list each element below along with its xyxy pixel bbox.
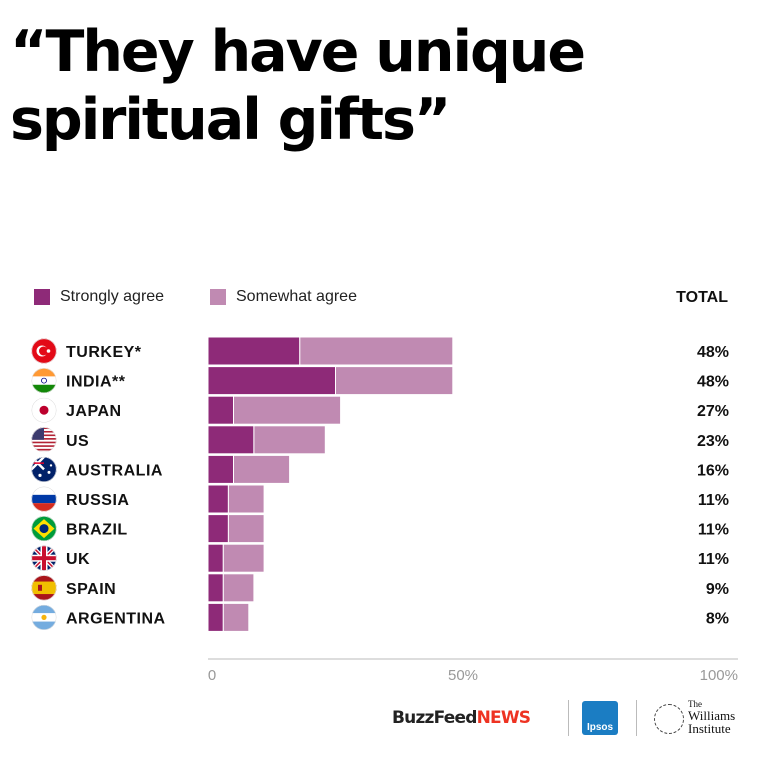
australia-flag-icon [31,456,57,482]
bar-somewhat-agree [227,514,265,544]
legend-label-strongly-agree: Strongly agree [60,288,165,305]
williams-logo-line-2: Williams [688,708,736,723]
bar-somewhat-agree [253,425,326,455]
argentina-flag-icon [31,604,57,630]
bar-somewhat-agree [233,454,291,484]
legend-swatch-somewhat-agree [210,289,226,305]
bar-somewhat-agree [227,484,265,514]
williams-logo-line-3: Institute [688,721,731,736]
uk-flag-icon [31,545,57,571]
bar-strongly-agree [207,336,301,366]
total-value: 9% [706,581,729,598]
bar-somewhat-agree [299,336,454,366]
williams-institute-logo: The Williams Institute [654,700,742,738]
bar-somewhat-agree [222,602,250,632]
total-value: 48% [697,344,729,361]
bar-strongly-agree [207,425,255,455]
bar-strongly-agree [207,454,234,484]
williams-seal-icon [654,704,684,734]
bar-strongly-agree [207,602,224,632]
total-value: 11% [698,551,729,568]
buzzfeed-news-logo: BuzzFeedNEWS [392,708,531,728]
bar-strongly-agree [207,514,229,544]
total-column-header: TOTAL [676,289,728,306]
ipsos-logo-text: Ipsos [586,722,614,733]
spain-flag-icon [31,575,57,601]
ipsos-logo: Ipsos [582,701,618,735]
bar-somewhat-agree [222,573,255,603]
japan-flag-icon [31,397,57,423]
bar-somewhat-agree [335,366,454,396]
bar-strongly-agree [207,395,234,425]
logo-divider [568,700,569,736]
buzzfeed-logo-text: BuzzFeed [392,708,477,728]
category-label: SPAIN [66,581,116,598]
buzzfeed-news-logo-text: NEWS [476,708,531,728]
x-tick-label: 100% [700,667,738,684]
bar-somewhat-agree [233,395,342,425]
total-value: 27% [697,403,729,420]
brazil-flag-icon [31,516,57,542]
category-label: ARGENTINA [66,610,166,627]
category-label: INDIA** [66,374,126,391]
category-label: RUSSIA [66,492,129,509]
total-value: 11% [698,492,729,509]
x-tick-label: 0 [208,667,216,684]
category-label: JAPAN [66,403,122,420]
turkey-flag-icon [31,338,57,364]
bar-strongly-agree [207,573,224,603]
williams-logo-line-1: The [688,699,702,709]
category-label: AUSTRALIA [66,462,163,479]
bar-strongly-agree [207,543,224,573]
category-label: US [66,433,89,450]
legend-swatch-strongly-agree [34,289,50,305]
chart-title-line-1: “They have unique [10,19,586,85]
logo-row: BuzzFeedNEWS Ipsos The Williams Institut… [392,698,742,742]
bar-somewhat-agree [222,543,265,573]
india-flag-icon [31,368,57,394]
legend-item-strongly-agree: Strongly agree [34,286,164,308]
williams-institute-logo-text: The Williams Institute [688,699,736,736]
bar-strongly-agree [207,484,229,514]
total-value: 16% [697,462,729,479]
us-flag-icon [31,427,57,453]
x-tick-label: 50% [448,667,478,684]
category-label: UK [66,551,90,568]
category-label: TURKEY* [66,344,142,361]
category-label: BRAZIL [66,522,128,539]
chart-title-line-2: spiritual gifts” [10,87,451,153]
total-value: 11% [698,522,729,539]
bar-strongly-agree [207,366,336,396]
total-value: 8% [706,610,729,627]
russia-flag-icon [31,486,57,512]
total-value: 23% [697,433,729,450]
legend-item-somewhat-agree: Somewhat agree [210,286,357,308]
total-value: 48% [697,374,729,391]
logo-divider [636,700,637,736]
legend-label-somewhat-agree: Somewhat agree [236,288,357,305]
chart-title: “They have unique spiritual gifts” [10,18,755,154]
